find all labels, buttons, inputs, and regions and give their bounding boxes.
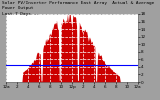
Text: Last 7 Days --: Last 7 Days --: [2, 12, 38, 16]
Text: Solar PV/Inverter Performance East Array  Actual & Average Power Output: Solar PV/Inverter Performance East Array…: [2, 1, 154, 10]
